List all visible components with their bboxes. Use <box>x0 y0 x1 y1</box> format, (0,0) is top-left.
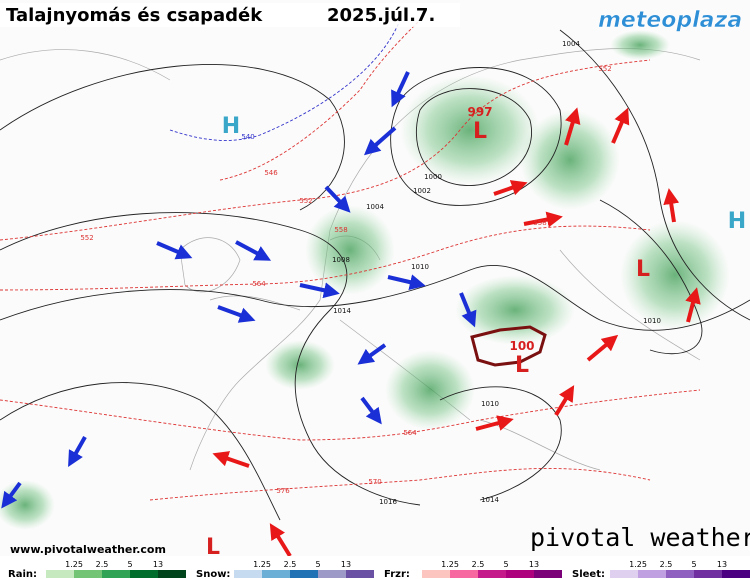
isobar-label: 1004 <box>562 40 580 48</box>
legend-swatch <box>534 570 562 578</box>
thickness-lines <box>0 19 701 501</box>
title: Talajnyomás és csapadék <box>6 5 263 26</box>
legend-swatch <box>74 570 102 578</box>
thickness-label: 558 <box>334 226 347 234</box>
legend-tick: 2.5 <box>284 560 297 569</box>
legend-tick: 2.5 <box>96 560 109 569</box>
legend-swatch <box>158 570 186 578</box>
pressure-value: 997 <box>467 105 492 119</box>
legend-tick: 1.25 <box>253 560 271 569</box>
footer-brand: pivotal weather <box>530 523 750 552</box>
legend-tick: 5 <box>691 560 696 569</box>
title-box <box>0 3 460 27</box>
legend-tick: 5 <box>127 560 132 569</box>
legend-tick: 13 <box>529 560 539 569</box>
legend-tick: 1.25 <box>629 560 647 569</box>
pressure-symbol: L <box>515 353 529 378</box>
logo: meteoplaza <box>598 8 742 33</box>
isobar-label: 1014 <box>333 307 351 315</box>
legend-swatch <box>46 570 74 578</box>
isobar-label: 1002 <box>413 187 431 195</box>
legend-swatch <box>318 570 346 578</box>
thickness-label: 552 <box>80 234 93 242</box>
legend-label: Rain: <box>8 569 37 579</box>
thickness-label: 540 <box>241 133 254 141</box>
legend-tick: 1.25 <box>441 560 459 569</box>
pressure-symbol: H <box>222 114 240 139</box>
country-highlight <box>470 325 547 367</box>
legend-swatch <box>262 570 290 578</box>
legend-tick: 5 <box>315 560 320 569</box>
legend-tick: 2.5 <box>660 560 673 569</box>
thickness-label: 558 <box>533 219 546 227</box>
legend-tick: 5 <box>503 560 508 569</box>
legend-swatch <box>694 570 722 578</box>
legend-bar <box>0 556 750 579</box>
legend-swatch <box>130 570 158 578</box>
legend-swatch <box>102 570 130 578</box>
thickness-label: 552 <box>598 65 611 73</box>
pressure-symbol: L <box>473 119 487 144</box>
legend-swatch <box>722 570 750 578</box>
legend-tick: 2.5 <box>472 560 485 569</box>
isobar-label: 1010 <box>481 400 499 408</box>
legend-swatch <box>290 570 318 578</box>
legend-swatch <box>346 570 374 578</box>
isobar-label: 1004 <box>366 203 384 211</box>
pressure-symbol: L <box>206 535 220 560</box>
legend-swatch <box>610 570 638 578</box>
thickness-label: 546 <box>264 169 278 177</box>
legend-tick: 13 <box>341 560 351 569</box>
legend-label: Snow: <box>196 569 230 579</box>
legend-tick: 1.25 <box>65 560 83 569</box>
isobar-label: 1010 <box>411 263 429 271</box>
legend-swatch <box>506 570 534 578</box>
isobar-label: 1014 <box>481 496 499 504</box>
thickness-label: 570 <box>368 478 381 486</box>
legend-tick: 13 <box>153 560 163 569</box>
legend-swatch <box>638 570 666 578</box>
legend-swatch <box>422 570 450 578</box>
date: 2025.júl.7. <box>327 5 435 26</box>
legend-swatch <box>450 570 478 578</box>
legend-swatch <box>666 570 694 578</box>
legend-label: Frzr: <box>384 569 410 579</box>
isobar-label: 1000 <box>424 173 442 181</box>
footer-url: www.pivotalweather.com <box>10 543 166 556</box>
isobar-label: 1008 <box>332 256 350 264</box>
legend-swatch <box>478 570 506 578</box>
isobars <box>0 29 750 521</box>
thickness-label: 552 <box>299 197 312 205</box>
legend-swatch <box>234 570 262 578</box>
thickness-label: 576 <box>276 487 290 495</box>
pressure-symbol: H <box>728 209 746 234</box>
thickness-label: 564 <box>252 280 266 288</box>
pressure-value: 100 <box>509 339 534 353</box>
legend-label: Sleet: <box>572 569 605 579</box>
pressure-symbol: L <box>636 257 650 282</box>
wind-arrows <box>1 71 701 558</box>
legend-tick: 13 <box>717 560 727 569</box>
precipitation <box>0 30 730 530</box>
isobar-label: 1010 <box>643 317 661 325</box>
isobar-label: 1016 <box>379 498 397 506</box>
thickness-label: 564 <box>403 429 417 437</box>
